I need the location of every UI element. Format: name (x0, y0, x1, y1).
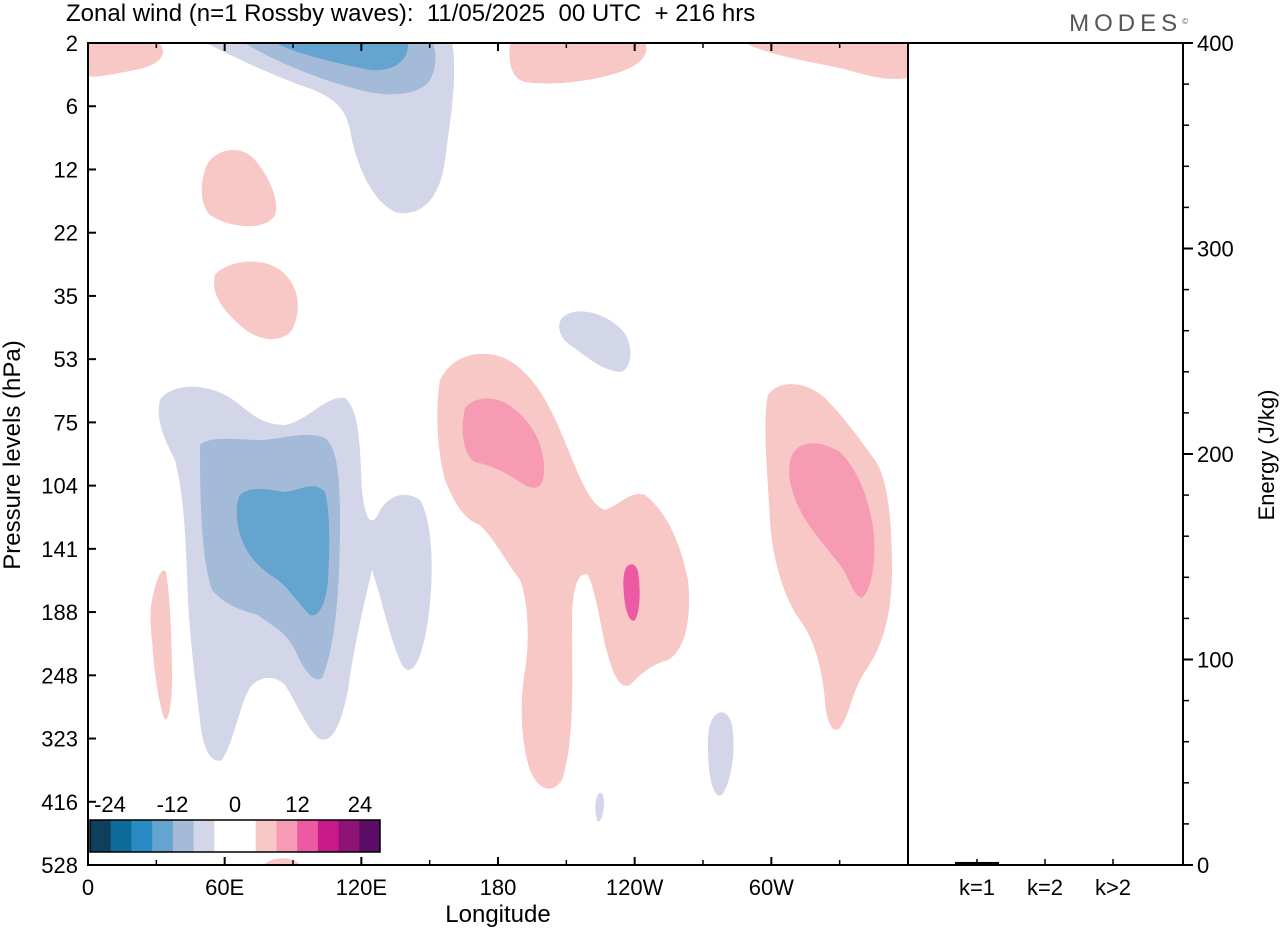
y-tick-labels: 2 6 12 22 35 53 75 104 141 188 248 323 416 528 (41, 31, 96, 878)
contour-positive-bottom-edge (263, 858, 300, 865)
colorbar-label: 0 (229, 792, 241, 817)
energy-axis-label: Energy (J/kg) (1254, 390, 1279, 521)
colorbar-swatch (193, 820, 215, 852)
colorbar-swatch (235, 820, 257, 852)
copyright-mark: © (1182, 17, 1188, 26)
colorbar-label: 12 (285, 792, 309, 817)
colorbar-swatch (131, 820, 153, 852)
chart-title: Zonal wind (n=1 Rossby waves): 11/05/202… (66, 0, 756, 27)
contour-positive-topright (745, 43, 908, 79)
contour-negative-top-level3 (275, 43, 409, 71)
x-axis-label: Longitude (445, 901, 550, 928)
colorbar-swatch (317, 820, 340, 852)
contour-positive-lower-left (150, 570, 172, 720)
contour-negative-lower-level3 (236, 486, 330, 616)
contour-positive-upper1 (201, 149, 277, 227)
colorbar-swatch (359, 820, 381, 852)
colorbar-swatch (338, 820, 360, 852)
y-tick-label: 416 (41, 790, 78, 815)
colorbar-swatch (172, 820, 195, 852)
colorbar: -24 -12 0 12 24 (89, 792, 381, 853)
energy-tick-label: 100 (1197, 648, 1234, 673)
y-tick-label: 528 (41, 853, 78, 878)
brand-logo: MODES© (1069, 10, 1188, 38)
colorbar-label: 24 (348, 792, 372, 817)
y-tick-label: 75 (54, 410, 78, 435)
y-tick-label: 53 (54, 347, 78, 372)
y-tick-label: 22 (54, 221, 78, 246)
brand-text: MODES (1069, 10, 1183, 37)
colorbar-swatch (297, 820, 319, 852)
y-tick-label: 104 (41, 474, 78, 499)
energy-category-label: k=2 (1027, 875, 1063, 900)
contour-positive-central-level2 (462, 398, 545, 488)
colorbar-frame (89, 819, 381, 853)
colorbar-label: -24 (94, 792, 126, 817)
contour-positive-upper2 (214, 261, 298, 340)
y-tick-label: 248 (41, 663, 78, 688)
colorbar-swatch (152, 820, 174, 852)
x-tick-labels: 0 60E 120E 180 120W 60W (82, 43, 841, 900)
y-axis-label: Pressure levels (hPa) (0, 340, 26, 569)
contour-positive-topmid (509, 43, 647, 84)
contour-negative-small1 (559, 311, 631, 372)
y-tick-label: 323 (41, 727, 78, 752)
x-tick-label: 120W (606, 875, 664, 900)
colorbar-label: -12 (157, 792, 189, 817)
y-tick-label: 12 (54, 157, 78, 182)
energy-axis: 0 100 200 300 400 (1183, 31, 1234, 878)
y-tick-label: 141 (41, 537, 78, 562)
colorbar-swatch (255, 820, 277, 852)
colorbar-swatch (110, 820, 132, 852)
contour-negative-small3 (595, 792, 604, 822)
x-tick-label: 0 (82, 875, 94, 900)
energy-tick-label: 300 (1197, 237, 1234, 262)
colorbar-swatch (90, 820, 112, 852)
energy-bars: k=1 k=2 k>2 (955, 859, 1135, 900)
contour-negative-small2 (708, 712, 734, 796)
x-tick-label: 180 (480, 875, 517, 900)
contour-positive-topleft (88, 43, 163, 77)
y-tick-label: 188 (41, 600, 78, 625)
x-tick-label: 60E (205, 875, 244, 900)
y-tick-label: 2 (66, 31, 78, 56)
contour-positive-right-level2 (789, 443, 875, 598)
x-tick-label: 120E (336, 875, 387, 900)
energy-category-label: k>2 (1095, 875, 1131, 900)
energy-tick-label: 0 (1197, 853, 1209, 878)
colorbar-swatch (214, 820, 236, 852)
contour-positive-central-level3 (623, 564, 640, 621)
y-tick-label: 6 (66, 94, 78, 119)
x-tick-label: 60W (749, 875, 794, 900)
energy-tick-label: 200 (1197, 442, 1234, 467)
energy-category-label: k=1 (959, 875, 995, 900)
colorbar-swatch (276, 820, 298, 852)
energy-tick-label: 400 (1197, 31, 1234, 56)
contour-layer (88, 43, 908, 865)
y-tick-label: 35 (54, 284, 78, 309)
